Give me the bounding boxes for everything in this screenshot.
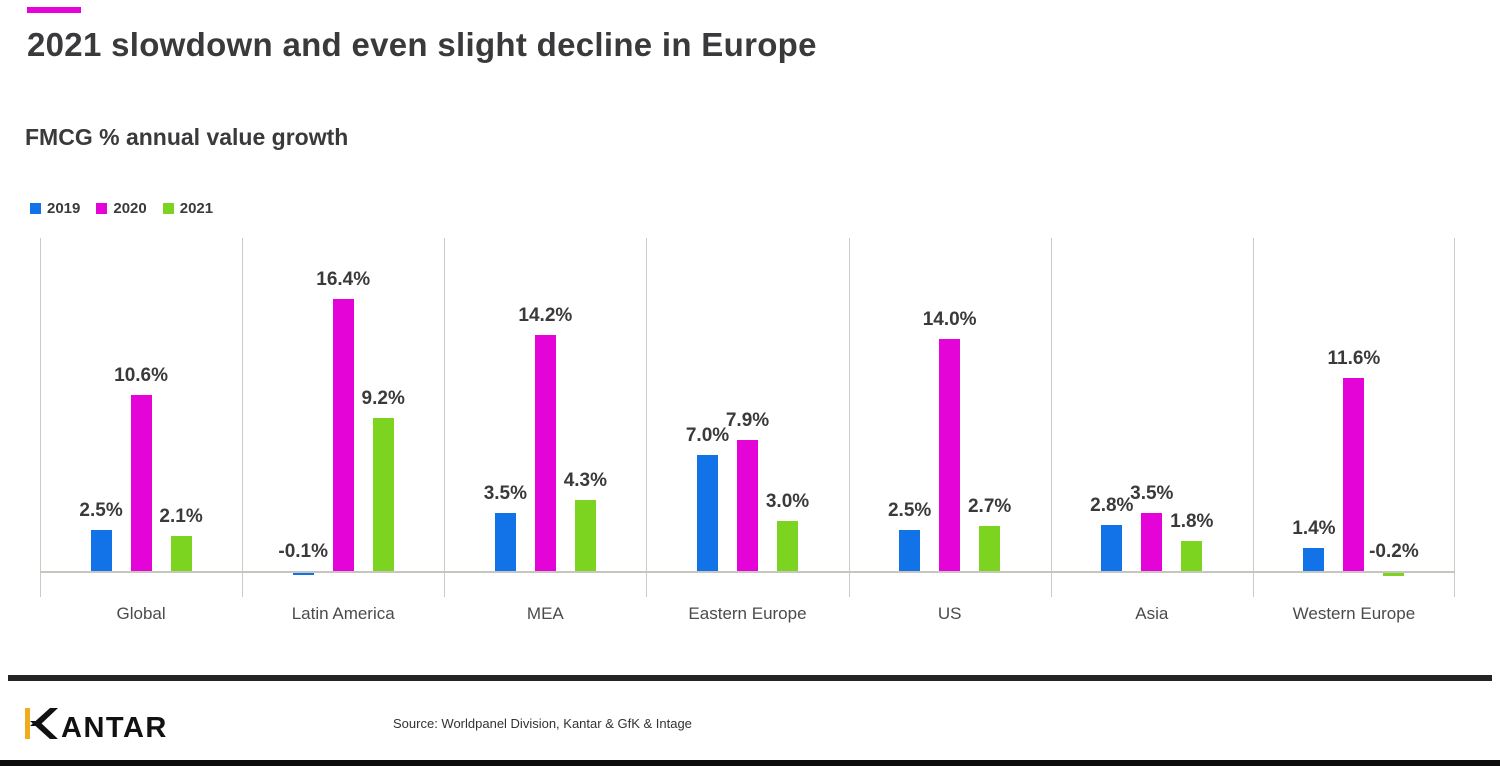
panel-separator bbox=[242, 238, 243, 597]
panel-separator bbox=[1253, 238, 1254, 597]
bar-2020-us bbox=[939, 338, 961, 571]
category-label-asia: Asia bbox=[1135, 604, 1169, 623]
bar-value-label: 7.9% bbox=[725, 409, 770, 431]
panel-separator bbox=[646, 238, 647, 597]
category-label-latin-america: Latin America bbox=[291, 604, 395, 623]
bar-2021-western-europe bbox=[1383, 573, 1405, 577]
bar-2021-us bbox=[979, 526, 1001, 571]
legend-item-2021: 2021 bbox=[162, 200, 214, 217]
legend-swatch-icon bbox=[30, 203, 41, 214]
brand-accent-dash bbox=[27, 7, 81, 13]
logo-k-lower-arm bbox=[30, 721, 58, 739]
chart-subtitle: FMCG % annual value growth bbox=[25, 124, 349, 150]
bar-value-label: 2.7% bbox=[967, 496, 1012, 518]
bar-2020-mea bbox=[534, 335, 556, 571]
logo-k-stem bbox=[25, 708, 30, 739]
bar-2019-asia bbox=[1101, 524, 1123, 571]
category-label-global: Global bbox=[116, 604, 166, 623]
panel-separator bbox=[1454, 238, 1455, 597]
category-label-us: US bbox=[937, 604, 962, 623]
bar-value-label: 2.1% bbox=[159, 506, 203, 528]
category-label-mea: MEA bbox=[526, 604, 564, 623]
bar-2020-eastern-europe bbox=[737, 439, 758, 571]
legend-label: 2021 bbox=[179, 200, 214, 217]
bar-value-label: 3.5% bbox=[483, 482, 527, 504]
bar-2020-global bbox=[130, 395, 152, 571]
panel-separator bbox=[444, 238, 445, 597]
bar-2021-global bbox=[170, 536, 192, 571]
bar-2021-mea bbox=[574, 499, 596, 571]
bar-value-label: -0.1% bbox=[278, 541, 329, 562]
bar-value-label: 11.6% bbox=[1327, 348, 1381, 370]
bar-2020-latin-america bbox=[332, 298, 354, 571]
bar-value-label: 14.2% bbox=[518, 305, 573, 327]
bar-value-label: 16.4% bbox=[316, 268, 371, 290]
category-label-western-europe: Western Europe bbox=[1292, 604, 1416, 623]
bar-chart: 2.5% 10.6% 2.1% Global -0.1% 16.4% 9.2% Latin A… bbox=[40, 238, 1455, 623]
bar-2020-asia bbox=[1141, 512, 1163, 571]
logo-text: ANTAR bbox=[61, 712, 168, 743]
bar-value-label: 2.5% bbox=[887, 499, 932, 521]
bar-2019-global bbox=[90, 529, 112, 571]
bar-2019-latin-america bbox=[292, 573, 314, 575]
panel-separator bbox=[40, 238, 41, 597]
bottom-accent-bar bbox=[0, 760, 1500, 766]
legend-label: 2019 bbox=[47, 200, 81, 217]
bar-2019-eastern-europe bbox=[697, 454, 718, 571]
bar-value-label: 3.0% bbox=[765, 491, 810, 513]
bar-2019-mea bbox=[494, 512, 516, 571]
source-text: Source: Worldpanel Division, Kantar & Gf… bbox=[393, 716, 692, 731]
footer-divider bbox=[8, 675, 1492, 681]
panel-separator bbox=[849, 238, 850, 597]
bar-2021-asia bbox=[1181, 541, 1203, 571]
bar-value-label: 10.6% bbox=[114, 365, 168, 387]
bar-2019-us bbox=[899, 529, 921, 571]
bar-2019-western-europe bbox=[1303, 547, 1325, 571]
bar-2021-latin-america bbox=[372, 418, 394, 571]
bar-value-label: 7.0% bbox=[685, 424, 730, 446]
bar-value-label: 3.5% bbox=[1130, 482, 1174, 504]
bar-value-label: 14.0% bbox=[922, 308, 977, 330]
legend-swatch-icon bbox=[162, 203, 174, 214]
chart-baseline bbox=[40, 571, 1455, 573]
bar-2021-eastern-europe bbox=[777, 521, 798, 571]
panel-separator bbox=[1051, 238, 1052, 597]
bar-value-label: 2.5% bbox=[79, 499, 123, 521]
bar-value-label: 1.4% bbox=[1292, 517, 1336, 539]
bar-value-label: 1.8% bbox=[1170, 511, 1214, 533]
kantar-logo: ANTAR bbox=[25, 705, 170, 748]
bar-value-label: 2.8% bbox=[1090, 494, 1134, 516]
legend-label: 2020 bbox=[113, 200, 147, 217]
bar-value-label: 4.3% bbox=[563, 469, 607, 491]
category-label-eastern-europe: Eastern Europe bbox=[688, 604, 807, 623]
chart-legend: 2019 2020 2021 bbox=[30, 200, 213, 217]
legend-swatch-icon bbox=[96, 203, 108, 214]
legend-item-2020: 2020 bbox=[96, 200, 147, 217]
bar-value-label: -0.2% bbox=[1369, 541, 1419, 562]
page-title: 2021 slowdown and even slight decline in… bbox=[27, 26, 817, 63]
bar-value-label: 9.2% bbox=[361, 388, 405, 410]
legend-item-2019: 2019 bbox=[30, 200, 80, 217]
bar-2020-western-europe bbox=[1343, 378, 1365, 571]
